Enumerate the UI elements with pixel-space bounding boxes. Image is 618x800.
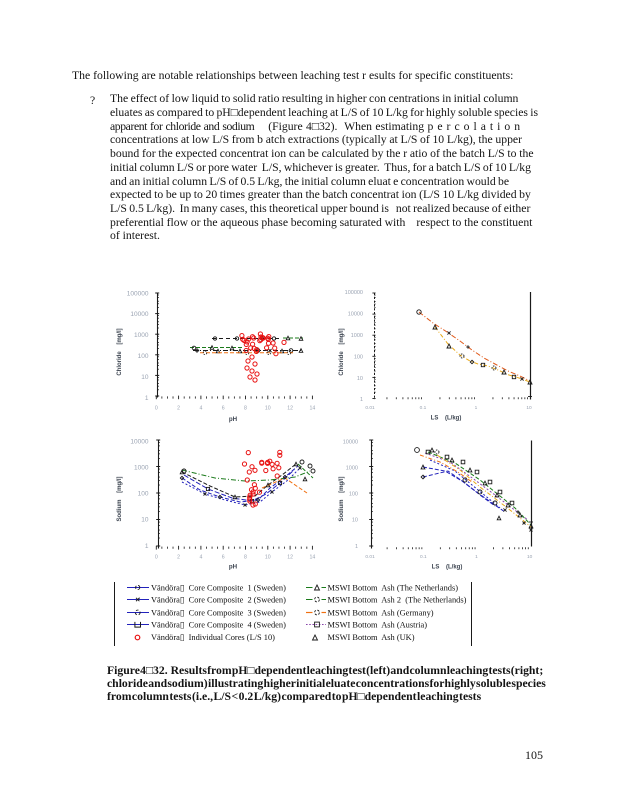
svg-text:Vändöra▯ Core Composite 3 (S: Vändöra▯ Core Composite 3 (Sweden) (151, 609, 286, 618)
svg-text:100000: 100000 (345, 290, 363, 296)
svg-text:12: 12 (287, 555, 293, 561)
svg-text:pH: pH (229, 416, 238, 423)
svg-text:10: 10 (141, 517, 149, 524)
svg-text:10: 10 (527, 554, 533, 560)
svg-text:10: 10 (526, 405, 532, 411)
svg-text:MSWI Bottom Ash 2 (The Nethe: MSWI Bottom Ash 2 (The Netherlands) (328, 596, 467, 605)
svg-text:100: 100 (349, 492, 358, 498)
svg-text:Vändöra▯ Core Composite 1 (S: Vändöra▯ Core Composite 1 (Sweden) (151, 584, 286, 593)
svg-text:8: 8 (244, 555, 247, 561)
svg-text:Sodium [mg/l]: Sodium [mg/l] (339, 477, 345, 522)
svg-text:100: 100 (354, 354, 363, 360)
svg-text:Sodium [mg/l]: Sodium [mg/l] (117, 477, 123, 522)
svg-text:4: 4 (199, 406, 202, 412)
svg-text:0.01: 0.01 (365, 554, 375, 560)
svg-text:1000: 1000 (134, 465, 149, 472)
svg-text:1: 1 (355, 544, 358, 550)
svg-text:100: 100 (138, 353, 149, 360)
svg-text:100: 100 (138, 491, 149, 498)
svg-text:Chloride [mg/l]: Chloride [mg/l] (117, 328, 123, 375)
svg-text:1000: 1000 (134, 332, 149, 339)
svg-text:10000: 10000 (130, 438, 148, 445)
svg-text:1: 1 (475, 405, 478, 411)
svg-text:MSWI Bottom Ash (The Netherla: MSWI Bottom Ash (The Netherlands) (328, 584, 459, 593)
svg-text:Vändöra▯ Individual Cores (L/: Vändöra▯ Individual Cores (L/S 10) (151, 633, 275, 642)
svg-text:Chloride [mg/l]: Chloride [mg/l] (339, 328, 345, 375)
svg-text:10: 10 (265, 555, 271, 561)
svg-text:MSWI Bottom Ash (Germany): MSWI Bottom Ash (Germany) (328, 609, 434, 618)
svg-text:10000: 10000 (348, 312, 363, 318)
svg-text:0.1: 0.1 (420, 405, 427, 411)
svg-text:14: 14 (310, 406, 316, 412)
svg-text:1000: 1000 (351, 333, 363, 339)
svg-text:10: 10 (265, 406, 271, 412)
svg-text:1: 1 (475, 554, 478, 560)
svg-text:MSWI Bottom Ash (UK): MSWI Bottom Ash (UK) (328, 633, 415, 642)
svg-text:1000: 1000 (346, 466, 358, 472)
svg-text:pH: pH (229, 563, 238, 570)
svg-text:0.1: 0.1 (420, 554, 427, 560)
svg-text:10: 10 (141, 374, 149, 381)
svg-text:8: 8 (244, 406, 247, 412)
svg-text:MSWI Bottom Ash (Austria): MSWI Bottom Ash (Austria) (328, 621, 428, 630)
svg-text:2: 2 (177, 555, 180, 561)
svg-text:10: 10 (357, 376, 363, 382)
svg-text:0.01: 0.01 (365, 405, 375, 411)
svg-text:10000: 10000 (343, 439, 358, 445)
svg-text:6: 6 (222, 555, 225, 561)
svg-text:12: 12 (287, 406, 293, 412)
svg-text:0: 0 (155, 555, 158, 561)
svg-text:0: 0 (155, 406, 158, 412)
svg-text:6: 6 (222, 406, 225, 412)
svg-text:100000: 100000 (127, 290, 149, 297)
svg-text:14: 14 (310, 555, 316, 561)
svg-text:1: 1 (360, 397, 363, 403)
svg-text:Vändöra▯ Core Composite 4 (S: Vändöra▯ Core Composite 4 (Sweden) (151, 621, 286, 630)
svg-text:Vändöra▯ Core Composite 2 (S: Vändöra▯ Core Composite 2 (Sweden) (151, 596, 286, 605)
svg-text:LS (L/kg): LS (L/kg) (432, 564, 463, 570)
svg-text:1: 1 (145, 395, 149, 402)
svg-text:2: 2 (177, 406, 180, 412)
svg-text:LS (L/kg): LS (L/kg) (431, 415, 462, 421)
svg-text:10000: 10000 (130, 311, 148, 318)
svg-text:1: 1 (145, 543, 149, 550)
svg-text:10: 10 (352, 518, 358, 524)
svg-text:4: 4 (199, 555, 202, 561)
